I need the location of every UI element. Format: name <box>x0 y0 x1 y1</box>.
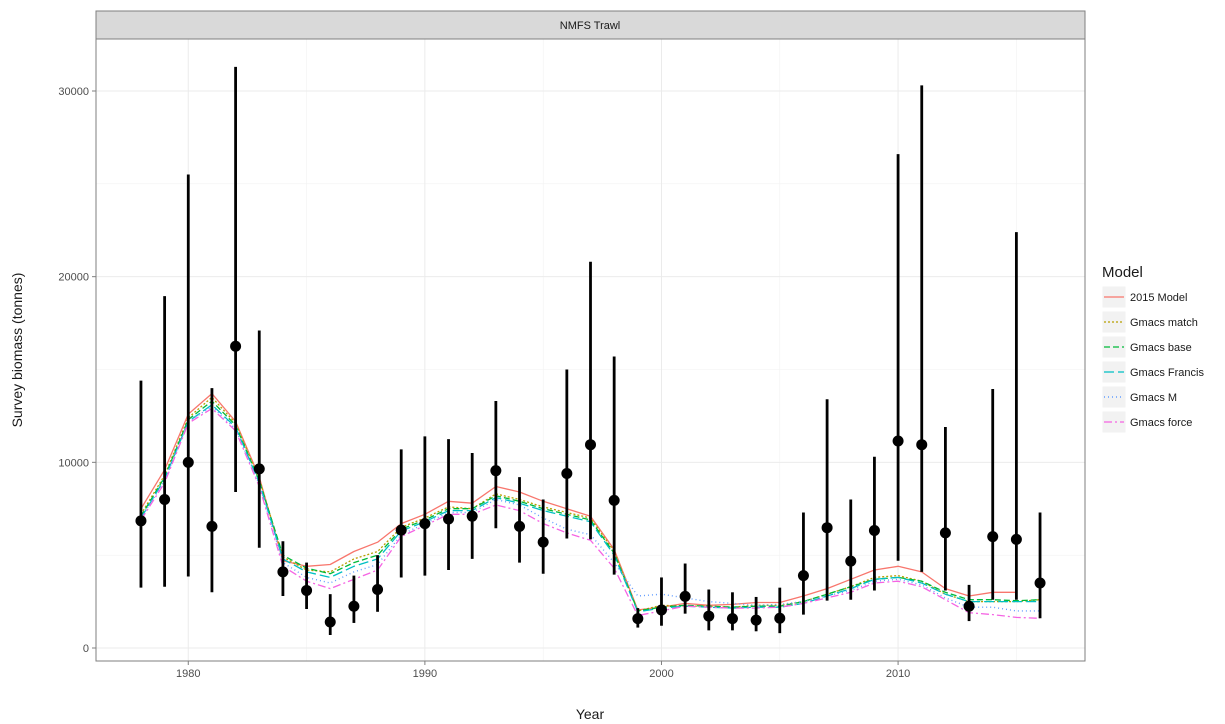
observation-point <box>348 600 360 612</box>
legend-key-background <box>1101 410 1127 434</box>
observation-point <box>939 527 951 539</box>
legend-label: Gmacs force <box>1130 417 1192 429</box>
series-line-gmacs-base <box>140 400 1041 612</box>
observation-point <box>135 515 147 527</box>
observation-point <box>750 614 762 626</box>
observation-point <box>466 510 478 522</box>
y-tick-label: 30000 <box>58 86 89 98</box>
legend-label: Gmacs base <box>1130 342 1192 354</box>
observation-point <box>230 340 242 352</box>
observation-point <box>443 513 455 525</box>
y-tick-label: 20000 <box>58 272 89 284</box>
observation-point <box>608 494 620 506</box>
observation-point <box>537 536 549 548</box>
observation-layer <box>135 66 1046 636</box>
observation-point <box>655 604 667 616</box>
observation-point <box>868 524 880 536</box>
observation-point <box>514 520 526 532</box>
legend-key-background <box>1101 385 1127 409</box>
x-tick-label: 1990 <box>413 668 437 680</box>
legend-label: Gmacs Francis <box>1130 367 1204 379</box>
observation-point <box>845 555 857 567</box>
observation-point <box>277 566 289 578</box>
observation-point <box>372 584 384 596</box>
observation-point <box>585 439 596 451</box>
legend-title: Model <box>1102 264 1143 281</box>
observation-point <box>632 613 644 625</box>
series-line-gmacs-force <box>140 407 1041 619</box>
observation-point <box>1010 533 1022 545</box>
observation-point <box>301 584 313 596</box>
y-axis-title: Survey biomass (tonnes) <box>9 273 25 428</box>
observation-point <box>159 493 171 505</box>
facet-strip <box>95 10 1086 40</box>
observation-point <box>774 612 786 624</box>
y-axis: 0 10000 20000 30000 <box>58 86 96 655</box>
observation-point <box>679 590 691 602</box>
legend: Model 2015 Model Gmacs match Gmacs base Gma… <box>1101 264 1213 434</box>
observation-point <box>490 465 502 477</box>
legend-label: Gmacs match <box>1130 317 1198 329</box>
observation-point <box>206 520 218 532</box>
observation-point <box>324 616 336 628</box>
x-axis-title: Year <box>576 706 605 722</box>
observation-point <box>561 467 573 479</box>
observation-point <box>703 610 715 622</box>
legend-label: Gmacs M <box>1130 392 1177 404</box>
observation-point <box>395 524 407 536</box>
observation-point <box>1034 577 1046 589</box>
y-tick-label: 10000 <box>58 457 89 469</box>
x-tick-label: 2000 <box>649 668 673 680</box>
observation-point <box>182 456 194 468</box>
observation-point <box>963 600 975 612</box>
x-axis: 1980 1990 2000 2010 <box>176 661 910 680</box>
x-tick-label: 2010 <box>886 668 910 680</box>
observation-point <box>253 463 265 475</box>
observation-point <box>726 613 738 625</box>
x-tick-label: 1980 <box>176 668 200 680</box>
observation-point <box>821 522 833 534</box>
legend-label: 2015 Model <box>1130 292 1188 304</box>
observation-point <box>892 435 904 447</box>
observation-point <box>419 518 431 530</box>
observation-point <box>916 439 928 451</box>
observation-point <box>797 570 809 582</box>
y-tick-label: 0 <box>83 643 89 655</box>
observation-point <box>987 531 999 543</box>
facet-strip-title: NMFS Trawl <box>560 20 621 32</box>
